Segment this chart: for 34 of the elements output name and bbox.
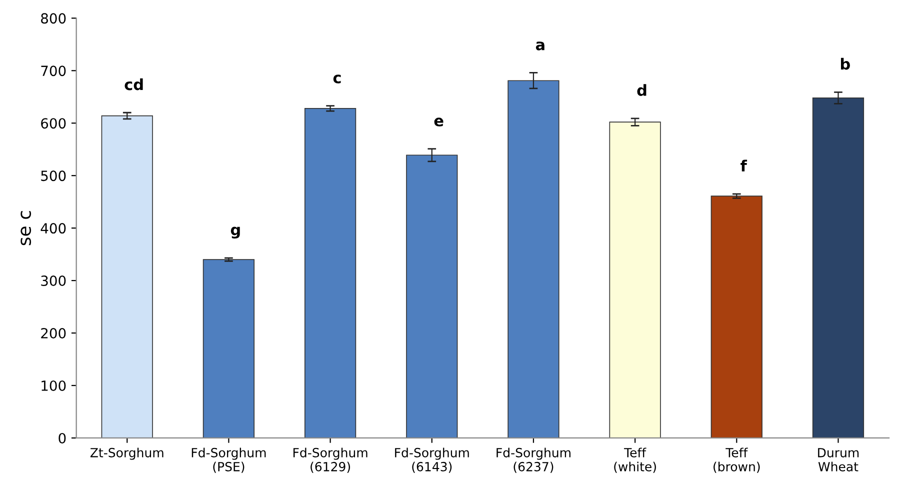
x-tick-label: Durum Wheat: [818, 448, 859, 472]
y-tick-label: 400: [40, 223, 66, 234]
annotation: f: [740, 160, 748, 172]
annotation: cd: [124, 78, 143, 90]
annotation: c: [333, 74, 341, 84]
y-tick-label: 0: [58, 432, 66, 444]
bar: [304, 108, 356, 438]
annotation: b: [840, 58, 850, 70]
bar: [101, 115, 153, 438]
y-tick-label: 700: [41, 66, 66, 76]
x-tick-label: Fd-Sorghum (6143): [395, 448, 469, 473]
x-tick-label: Fd-Sorghum (PSE): [192, 448, 266, 473]
bar: [406, 154, 458, 438]
y-tick-label: 200: [41, 328, 66, 338]
y-axis-title: se c: [20, 211, 32, 246]
x-tick-label: Teff (brown): [714, 448, 760, 473]
x-tick-label: Fd-Sorghum (6129): [293, 448, 368, 473]
y-tick-label: 500: [41, 170, 66, 182]
y-tick-label: 100: [42, 380, 66, 391]
x-tick-label: Fd-Sorghum (6237): [496, 448, 570, 473]
bar: [202, 259, 255, 438]
annotation: g: [230, 226, 240, 239]
y-tick-label: 600: [41, 118, 66, 129]
y-tick-label: 300: [41, 276, 66, 286]
annotation: e: [434, 118, 444, 126]
bar: [812, 98, 864, 438]
bar: [710, 196, 762, 438]
x-tick-label: Zt-Sorghum: [90, 448, 164, 460]
bar: [508, 80, 560, 438]
x-tick-label: Teff (white): [614, 448, 656, 473]
y-tick-label: 800: [41, 13, 66, 24]
annotation: a: [536, 42, 544, 50]
bar: [609, 122, 661, 438]
annotation: d: [637, 84, 646, 96]
